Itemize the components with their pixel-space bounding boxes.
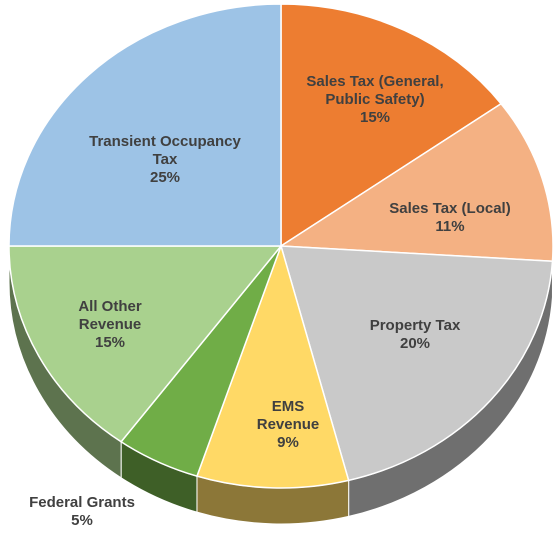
category-label: Property Tax xyxy=(369,317,461,334)
value-label: 20% xyxy=(399,335,431,352)
slice xyxy=(280,3,503,248)
category-label: Federal Grants xyxy=(29,494,135,511)
slice xyxy=(8,3,282,247)
slice xyxy=(8,245,283,443)
slice xyxy=(195,243,350,489)
value-label: 15% xyxy=(94,334,126,351)
slice-label: Federal Grants 5% xyxy=(0,494,167,530)
slice-label: Sales Tax (Local) 11% xyxy=(365,200,535,236)
value-label: 15% xyxy=(359,109,391,126)
category-label: EMS Revenue xyxy=(256,398,320,433)
slice-label: All Other Revenue 15% xyxy=(55,298,165,352)
slice xyxy=(278,102,554,262)
value-label: 9% xyxy=(277,434,299,451)
value-label: 11% xyxy=(435,218,465,235)
slice-label: Sales Tax (General, Public Safety) 15% xyxy=(300,73,450,127)
slice-label: Transient Occupancy Tax 25% xyxy=(85,133,245,187)
slice-label: Property Tax 20% xyxy=(330,317,500,353)
category-label: All Other Revenue xyxy=(78,298,142,333)
category-label: Sales Tax (Local) xyxy=(389,200,511,217)
value-label: 5% xyxy=(71,512,93,529)
slice xyxy=(279,245,554,482)
category-label: Transient Occupancy Tax xyxy=(89,133,241,168)
value-label: 25% xyxy=(149,169,181,186)
category-label: Sales Tax (General, Public Safety) xyxy=(306,73,444,108)
slice-label: EMS Revenue 9% xyxy=(243,398,333,452)
